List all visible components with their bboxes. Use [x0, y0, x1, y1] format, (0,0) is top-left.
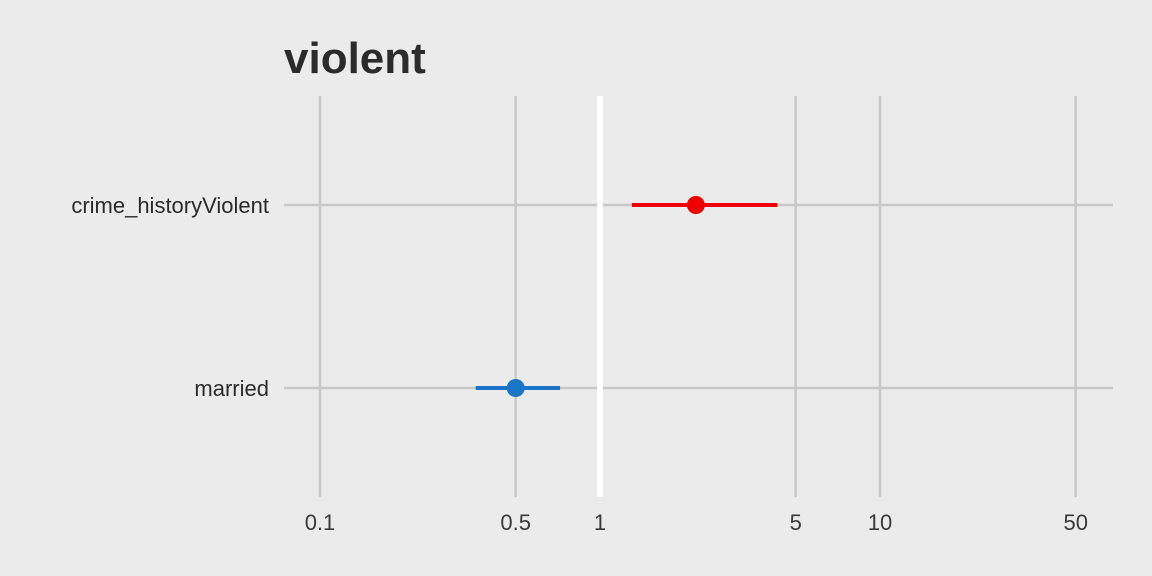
marks-layer [475, 196, 778, 397]
x-tick-label: 1 [594, 510, 606, 535]
x-tick-label: 50 [1063, 510, 1087, 535]
y-category-label: married [194, 376, 269, 401]
x-tick-label: 10 [868, 510, 892, 535]
point-estimate [686, 196, 705, 214]
x-tick-label: 0.5 [500, 510, 531, 535]
x-tick-label: 0.1 [305, 510, 336, 535]
point-estimate [506, 379, 525, 397]
y-category-label: crime_historyViolent [71, 193, 269, 218]
chart-title: violent [284, 34, 426, 83]
x-axis-ticks: 0.1 0.5 1 5 10 50 [305, 510, 1088, 535]
grid-layer [284, 96, 1113, 497]
x-tick-label: 5 [790, 510, 802, 535]
